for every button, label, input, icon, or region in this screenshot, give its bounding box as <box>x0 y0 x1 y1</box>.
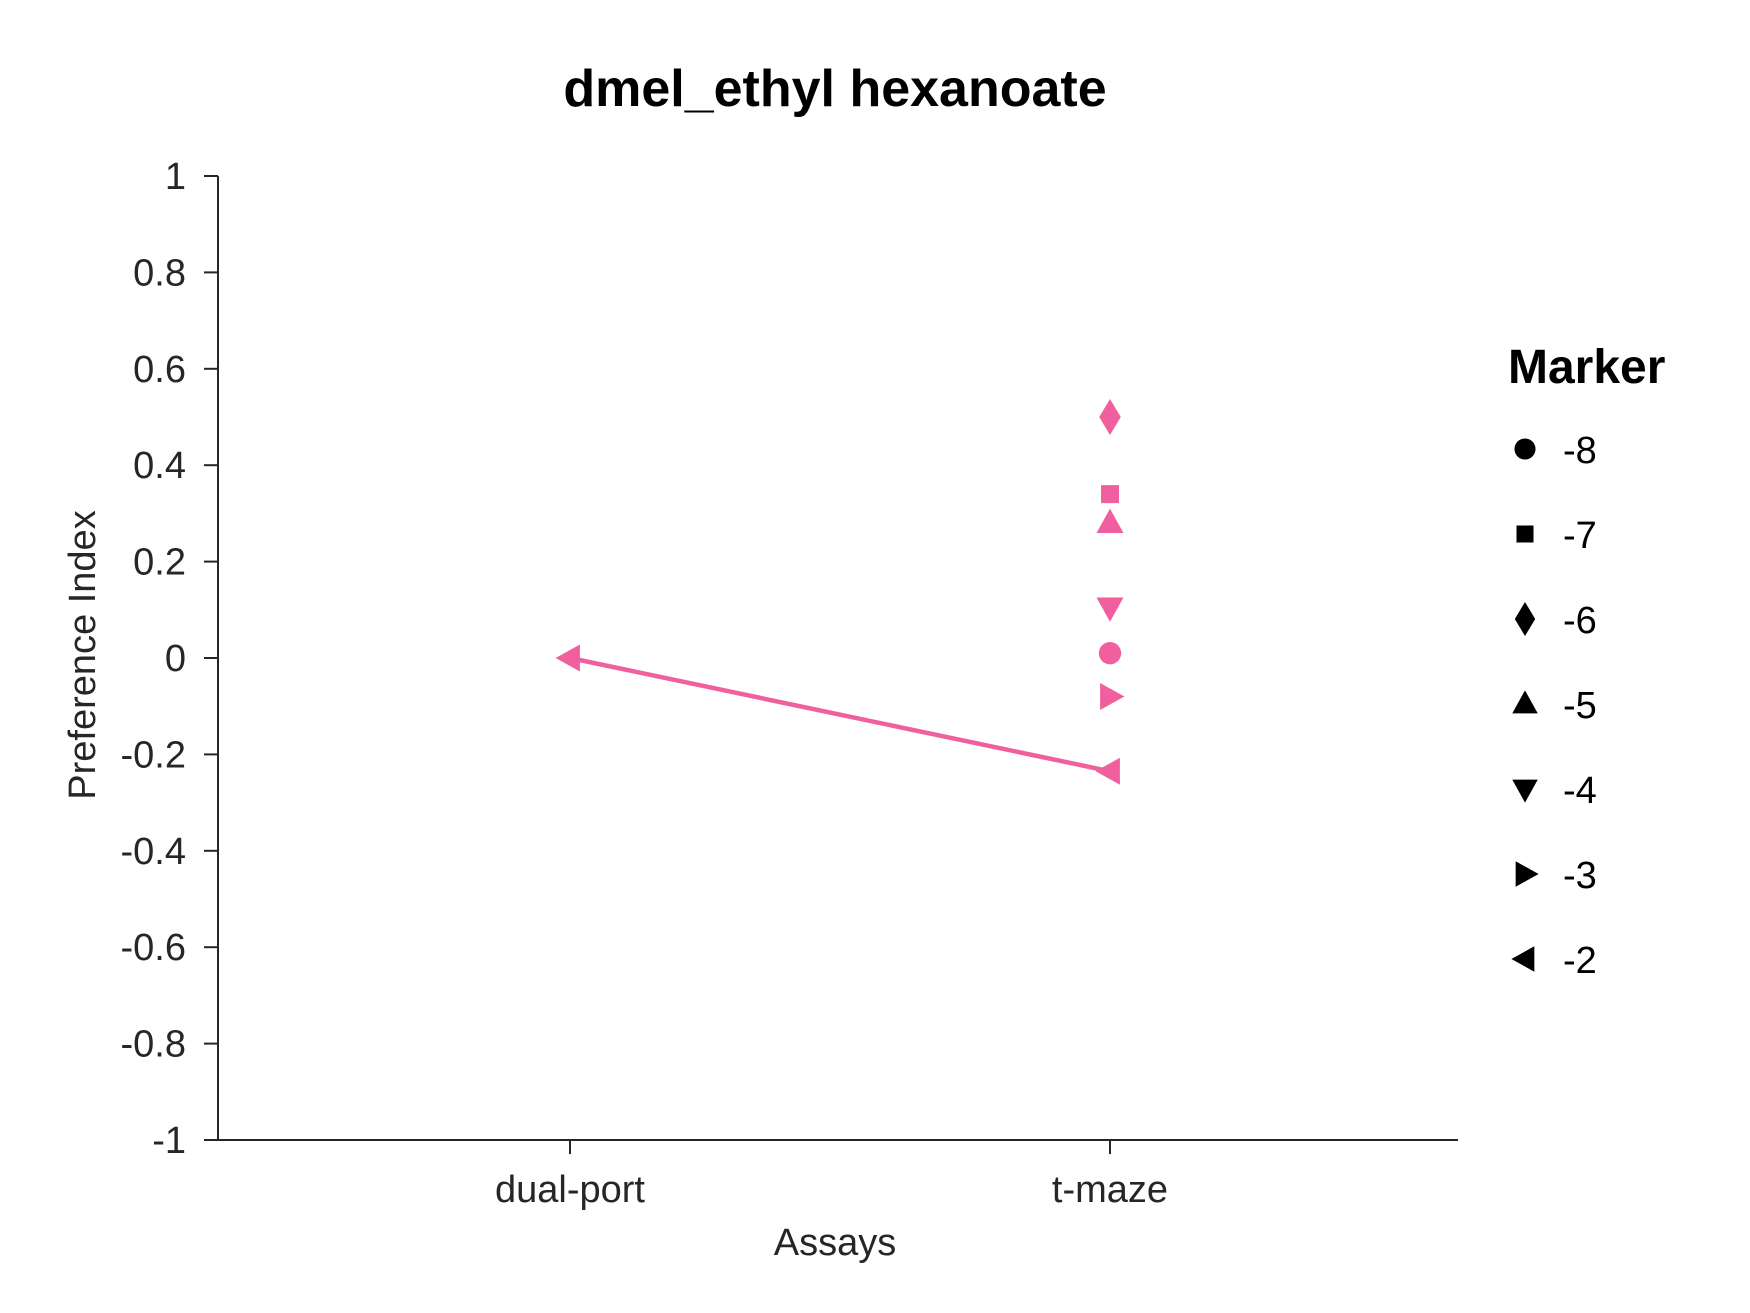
y-tick-label: 0.8 <box>133 252 186 294</box>
legend-marker-triangle-right <box>1515 861 1539 887</box>
legend: Marker -8 -7 -6 -5 -4 -3 -2 <box>1508 341 1665 982</box>
y-tick-label: -0.6 <box>121 927 186 969</box>
legend-label: -7 <box>1563 515 1597 557</box>
data-point-triangle-left <box>1095 757 1120 785</box>
legend-marker-circle <box>1514 438 1536 460</box>
y-tick-label: 0.4 <box>133 445 186 487</box>
legend-title: Marker <box>1508 341 1665 394</box>
legend-marker-square <box>1516 525 1534 543</box>
data-point-triangle-up <box>1096 508 1124 533</box>
x-tick-label: t-maze <box>1052 1169 1168 1211</box>
legend-label: -4 <box>1563 770 1597 812</box>
data-marks <box>555 399 1125 785</box>
data-point-triangle-down <box>1096 597 1124 622</box>
chart-title: dmel_ethyl hexanoate <box>563 60 1106 118</box>
x-tick-label: dual-port <box>495 1169 645 1211</box>
legend-marker-triangle-down <box>1512 779 1538 803</box>
axes: 1 0.8 0.6 0.4 0.2 0 -0.2 -0.4 -0.6 -0.8 -1 dual-por… <box>121 156 1458 1211</box>
y-tick-label: -0.2 <box>121 734 186 776</box>
y-tick-label: 1 <box>165 156 186 198</box>
data-point-diamond <box>1099 399 1121 435</box>
data-point-square <box>1101 485 1119 504</box>
y-tick-label: 0.6 <box>133 349 186 391</box>
legend-marker-diamond <box>1514 602 1536 636</box>
legend-marker-triangle-left <box>1511 946 1535 972</box>
legend-marker-triangle-up <box>1512 690 1538 714</box>
legend-label: -2 <box>1563 940 1597 982</box>
data-point-triangle-right <box>1100 683 1125 711</box>
y-tick-label: -1 <box>152 1120 186 1162</box>
legend-label: -5 <box>1563 685 1597 727</box>
y-tick-label: 0.2 <box>133 542 186 584</box>
data-point-circle <box>1098 642 1122 665</box>
y-axis-label: Preference Index <box>62 510 104 799</box>
data-point-triangle-left <box>555 644 580 672</box>
y-tick-label: 0 <box>165 638 186 680</box>
x-axis-label: Assays <box>774 1222 896 1264</box>
legend-label: -3 <box>1563 855 1597 897</box>
series-line <box>567 655 1113 774</box>
y-tick-label: -0.4 <box>121 831 186 873</box>
legend-label: -8 <box>1563 430 1597 472</box>
y-tick-label: -0.8 <box>121 1024 186 1066</box>
legend-label: -6 <box>1563 600 1597 642</box>
